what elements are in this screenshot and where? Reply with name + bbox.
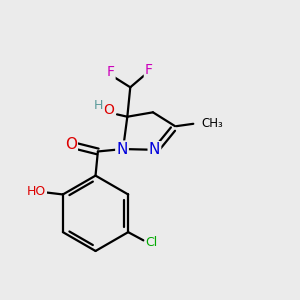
Text: CH₃: CH₃	[202, 117, 223, 130]
Text: HO: HO	[27, 185, 46, 198]
Text: F: F	[106, 65, 115, 79]
Text: N: N	[149, 142, 160, 157]
Text: O: O	[103, 103, 114, 117]
Text: Cl: Cl	[146, 236, 158, 249]
Text: N: N	[116, 142, 128, 157]
Text: F: F	[145, 63, 153, 77]
Text: H: H	[94, 99, 104, 112]
Text: O: O	[65, 137, 77, 152]
